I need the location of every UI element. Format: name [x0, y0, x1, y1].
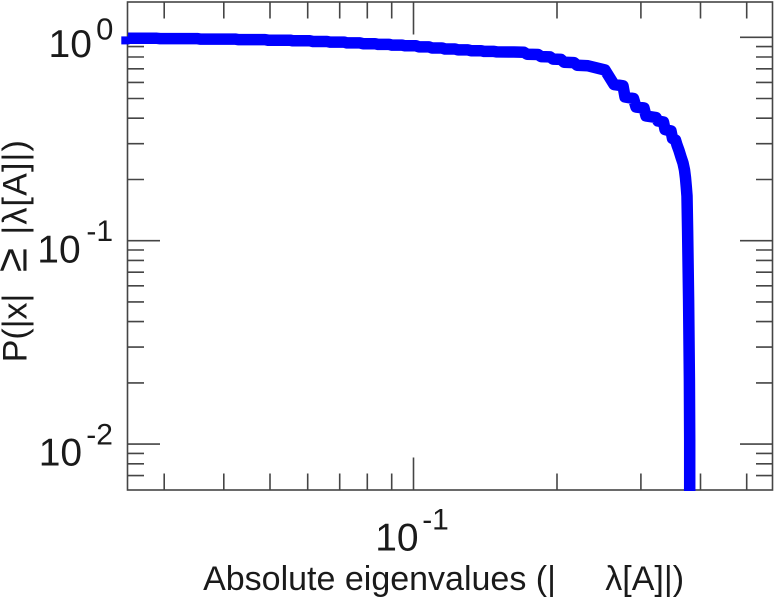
svg-text:λ[A]|): λ[A]|)	[605, 560, 684, 598]
svg-text:10: 10	[375, 517, 418, 560]
svg-text:P(|x|: P(|x|	[0, 294, 35, 363]
svg-text:-1: -1	[86, 215, 113, 248]
svg-text:10: 10	[39, 432, 82, 475]
svg-text:|λ[A]|): |λ[A]|)	[0, 139, 35, 235]
svg-text:10: 10	[37, 228, 80, 271]
svg-text:0: 0	[96, 11, 113, 46]
svg-text:-2: -2	[86, 418, 113, 451]
svg-text:≥: ≥	[0, 248, 37, 272]
svg-text:10: 10	[49, 23, 92, 66]
svg-text:-1: -1	[422, 504, 449, 537]
svg-text:Absolute eigenvalues (|: Absolute eigenvalues (|	[203, 560, 556, 598]
